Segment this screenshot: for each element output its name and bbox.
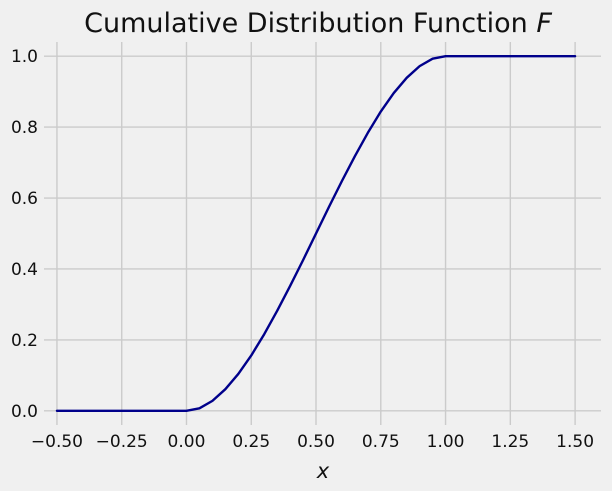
cdf-series-line [55,54,577,413]
x-tick-label-2: 0.00 [168,432,206,452]
x-tick-label-3: 0.25 [232,432,270,452]
y-tick-label-4: 0.8 [11,118,38,138]
chart-title-main: Cumulative Distribution Function [84,8,536,39]
y-tick-label-3: 0.6 [11,189,38,209]
x-tick-label-1: −0.25 [96,432,148,452]
x-tick-label-7: 1.25 [491,432,529,452]
y-tick-label-2: 0.4 [11,260,38,280]
chart-title: Cumulative Distribution Function F [84,8,552,39]
chart-title-variable: F [536,8,552,39]
x-tick-label-8: 1.50 [556,432,594,452]
tick-layer: −0.50 −0.25 0.00 0.25 0.50 0.75 1.00 1.25 1.50 0.… [11,47,594,452]
x-tick-label-0: −0.50 [31,432,83,452]
y-tick-label-1: 0.2 [11,331,38,351]
y-tick-label-5: 1.0 [11,47,38,67]
x-tick-label-4: 0.50 [297,432,335,452]
y-tick-label-0: 0.0 [11,402,38,422]
x-tick-label-6: 1.00 [427,432,465,452]
grid-layer [44,42,601,425]
x-axis-label: x [316,459,330,483]
x-tick-label-5: 0.75 [362,432,400,452]
line-layer [55,54,577,413]
